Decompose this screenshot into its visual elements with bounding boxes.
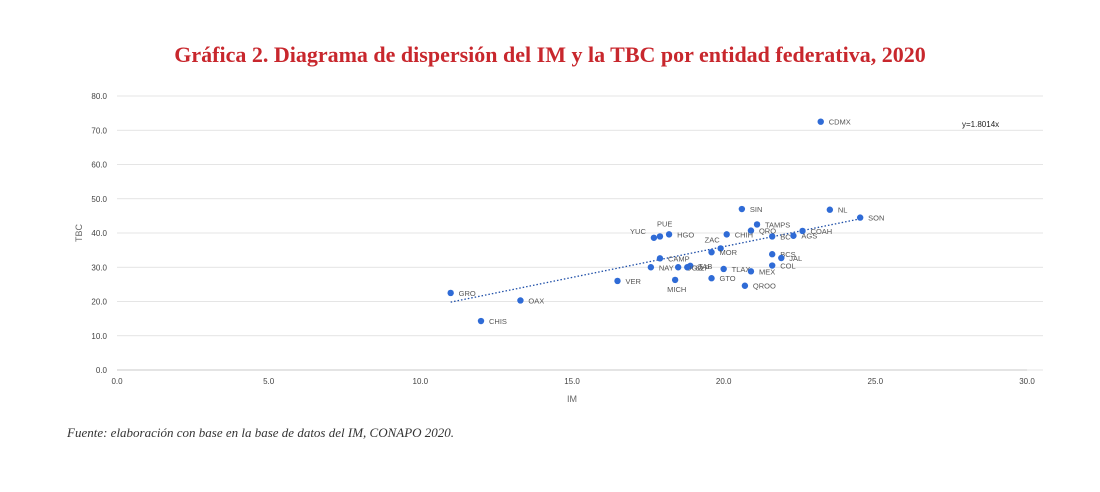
trendline-equation: y=1.8014x [962, 120, 999, 129]
x-tick-label: 30.0 [1019, 377, 1035, 386]
x-tick-label: 25.0 [868, 377, 884, 386]
point-label: CHIS [489, 317, 507, 326]
point-label: TAB [698, 262, 712, 271]
point-label: ZAC [705, 235, 721, 244]
point-label: MEX [759, 267, 775, 276]
point-label: HGO [677, 230, 694, 239]
point-label: COAH [811, 227, 833, 236]
data-point [671, 276, 679, 284]
point-label: GRO [459, 289, 476, 298]
data-point [614, 277, 621, 285]
point-label: COL [780, 262, 795, 271]
data-point [799, 227, 806, 235]
point-label: NAY [659, 263, 674, 272]
point-label: SIN [750, 205, 763, 214]
x-axis-label: IM [567, 394, 577, 404]
data-point [717, 245, 724, 252]
x-tick-label: 10.0 [413, 377, 429, 386]
point-label: AGS [801, 232, 817, 241]
data-point [769, 251, 776, 258]
data-point [708, 248, 715, 256]
data-point [769, 233, 776, 240]
data-point [738, 205, 746, 213]
point-label: JAL [789, 254, 802, 263]
y-tick-label: 40.0 [91, 229, 107, 238]
data-point [656, 255, 664, 262]
y-tick-label: 20.0 [91, 298, 107, 307]
data-point [656, 233, 664, 240]
point-label: GTO [720, 274, 736, 283]
point-label: VER [626, 277, 642, 286]
point-label: CDMX [829, 118, 851, 127]
y-tick-label: 0.0 [96, 366, 108, 375]
point-label: TAMPS [765, 220, 790, 229]
point-label: MOR [720, 248, 738, 257]
data-point [447, 289, 454, 297]
data-point [826, 206, 834, 213]
data-point [650, 234, 658, 241]
y-tick-label: 10.0 [91, 332, 107, 341]
point-label: MICH [667, 285, 686, 294]
data-point [684, 264, 691, 271]
data-point [856, 214, 864, 221]
data-point [753, 221, 761, 228]
chart-title: Gráfica 2. Diagrama de dispersión del IM… [174, 42, 926, 67]
data-point [747, 227, 755, 234]
axes: 0.0 10.0 20.0 30.0 40.0 50.0 60.0 70.0 80.0 0.0 5.… [91, 92, 1035, 386]
y-tick-label: 80.0 [91, 92, 107, 101]
y-tick-label: 60.0 [91, 161, 107, 170]
point-label: PUE [657, 219, 672, 228]
point-label: SLP [695, 263, 709, 272]
data-point [769, 262, 776, 269]
data-point [817, 118, 824, 125]
data-point [778, 254, 785, 262]
data-point [674, 264, 682, 271]
point-label: NL [838, 206, 848, 215]
point-label: QROO [753, 282, 776, 291]
y-tick-label: 30.0 [91, 263, 107, 272]
data-point [790, 232, 797, 239]
point-label: SON [868, 214, 884, 223]
point-label: CAMP [668, 254, 690, 263]
data-point [477, 317, 485, 325]
y-tick-label: 70.0 [91, 126, 107, 135]
data-point [723, 231, 730, 238]
data-point [747, 268, 755, 275]
point-label: BCS [780, 250, 795, 259]
point-label: YUC [630, 227, 646, 236]
point-label: QRO [759, 227, 776, 236]
y-axis-label: TBC [74, 223, 84, 242]
x-tick-label: 20.0 [716, 377, 732, 386]
x-tick-label: 0.0 [111, 377, 123, 386]
data-point [647, 264, 655, 271]
data-point [708, 275, 715, 282]
grid-lines [117, 95, 1043, 371]
data-point [720, 265, 727, 273]
x-tick-label: 5.0 [263, 377, 275, 386]
point-label: CHIH [735, 230, 753, 239]
data-point [741, 282, 749, 289]
source-note: Fuente: elaboración con base en la base … [67, 425, 455, 440]
point-label: DGO [686, 263, 703, 272]
y-tick-label: 50.0 [91, 195, 107, 204]
point-label: BC [780, 232, 791, 241]
x-tick-label: 15.0 [564, 377, 580, 386]
data-point [517, 297, 524, 304]
point-label: OAX [528, 296, 544, 305]
data-point [665, 231, 673, 238]
point-label: TLAX [732, 265, 751, 274]
